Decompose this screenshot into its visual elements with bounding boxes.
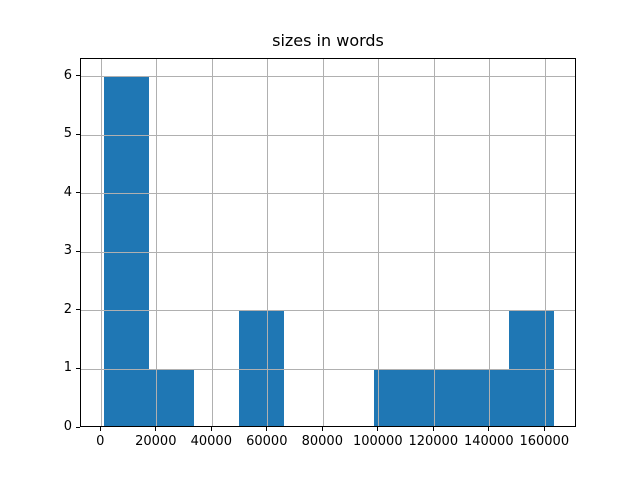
gridline-horizontal [81, 310, 575, 312]
x-tick-mark [543, 427, 545, 431]
gridline-vertical [433, 59, 435, 426]
x-tick-mark [377, 427, 379, 431]
x-tick-label: 80000 [301, 434, 343, 449]
x-tick-mark [99, 427, 101, 431]
x-tick-label: 60000 [246, 434, 288, 449]
gridline-vertical [267, 59, 269, 426]
x-tick-label: 20000 [135, 434, 177, 449]
histogram-bar [238, 310, 284, 426]
y-tick-label: 1 [63, 360, 72, 376]
y-tick-label: 2 [63, 301, 72, 317]
y-tick-label: 6 [63, 67, 72, 83]
gridline-vertical [489, 59, 491, 426]
x-tick-mark [488, 427, 490, 431]
gridline-vertical [100, 59, 102, 426]
plot-area [80, 58, 576, 427]
y-tick-label: 4 [63, 184, 72, 200]
gridline-vertical [544, 59, 546, 426]
gridline-horizontal [81, 193, 575, 195]
y-tick-label: 5 [63, 126, 72, 142]
x-tick-mark [210, 427, 212, 431]
gridline-horizontal [81, 251, 575, 253]
histogram-bar [419, 369, 465, 426]
y-tick-mark [76, 426, 80, 428]
y-tick-mark [76, 250, 80, 252]
y-tick-mark [76, 133, 80, 135]
x-tick-mark [432, 427, 434, 431]
y-tick-mark [76, 309, 80, 311]
histogram-bar [464, 369, 510, 426]
gridline-vertical [322, 59, 324, 426]
x-tick-label: 0 [96, 434, 105, 449]
y-tick-mark [76, 192, 80, 194]
x-tick-mark [155, 427, 157, 431]
chart-title: sizes in words [272, 31, 384, 50]
gridline-horizontal [81, 134, 575, 136]
gridline-vertical [211, 59, 213, 426]
y-tick-label: 0 [63, 419, 72, 434]
x-tick-label: 100000 [352, 434, 403, 449]
gridline-horizontal [81, 368, 575, 370]
gridline-vertical [378, 59, 380, 426]
histogram-bar [374, 369, 420, 426]
x-tick-mark [321, 427, 323, 431]
y-tick-label: 3 [63, 243, 72, 259]
x-tick-label: 140000 [463, 434, 514, 449]
y-tick-mark [76, 75, 80, 77]
y-tick-mark [76, 367, 80, 369]
x-tick-mark [266, 427, 268, 431]
x-tick-label: 160000 [519, 434, 570, 449]
x-tick-label: 120000 [408, 434, 459, 449]
gridline-vertical [156, 59, 158, 426]
histogram-bar [148, 369, 194, 426]
x-tick-label: 40000 [190, 434, 232, 449]
gridline-horizontal [81, 76, 575, 78]
histogram-bar [509, 310, 555, 426]
